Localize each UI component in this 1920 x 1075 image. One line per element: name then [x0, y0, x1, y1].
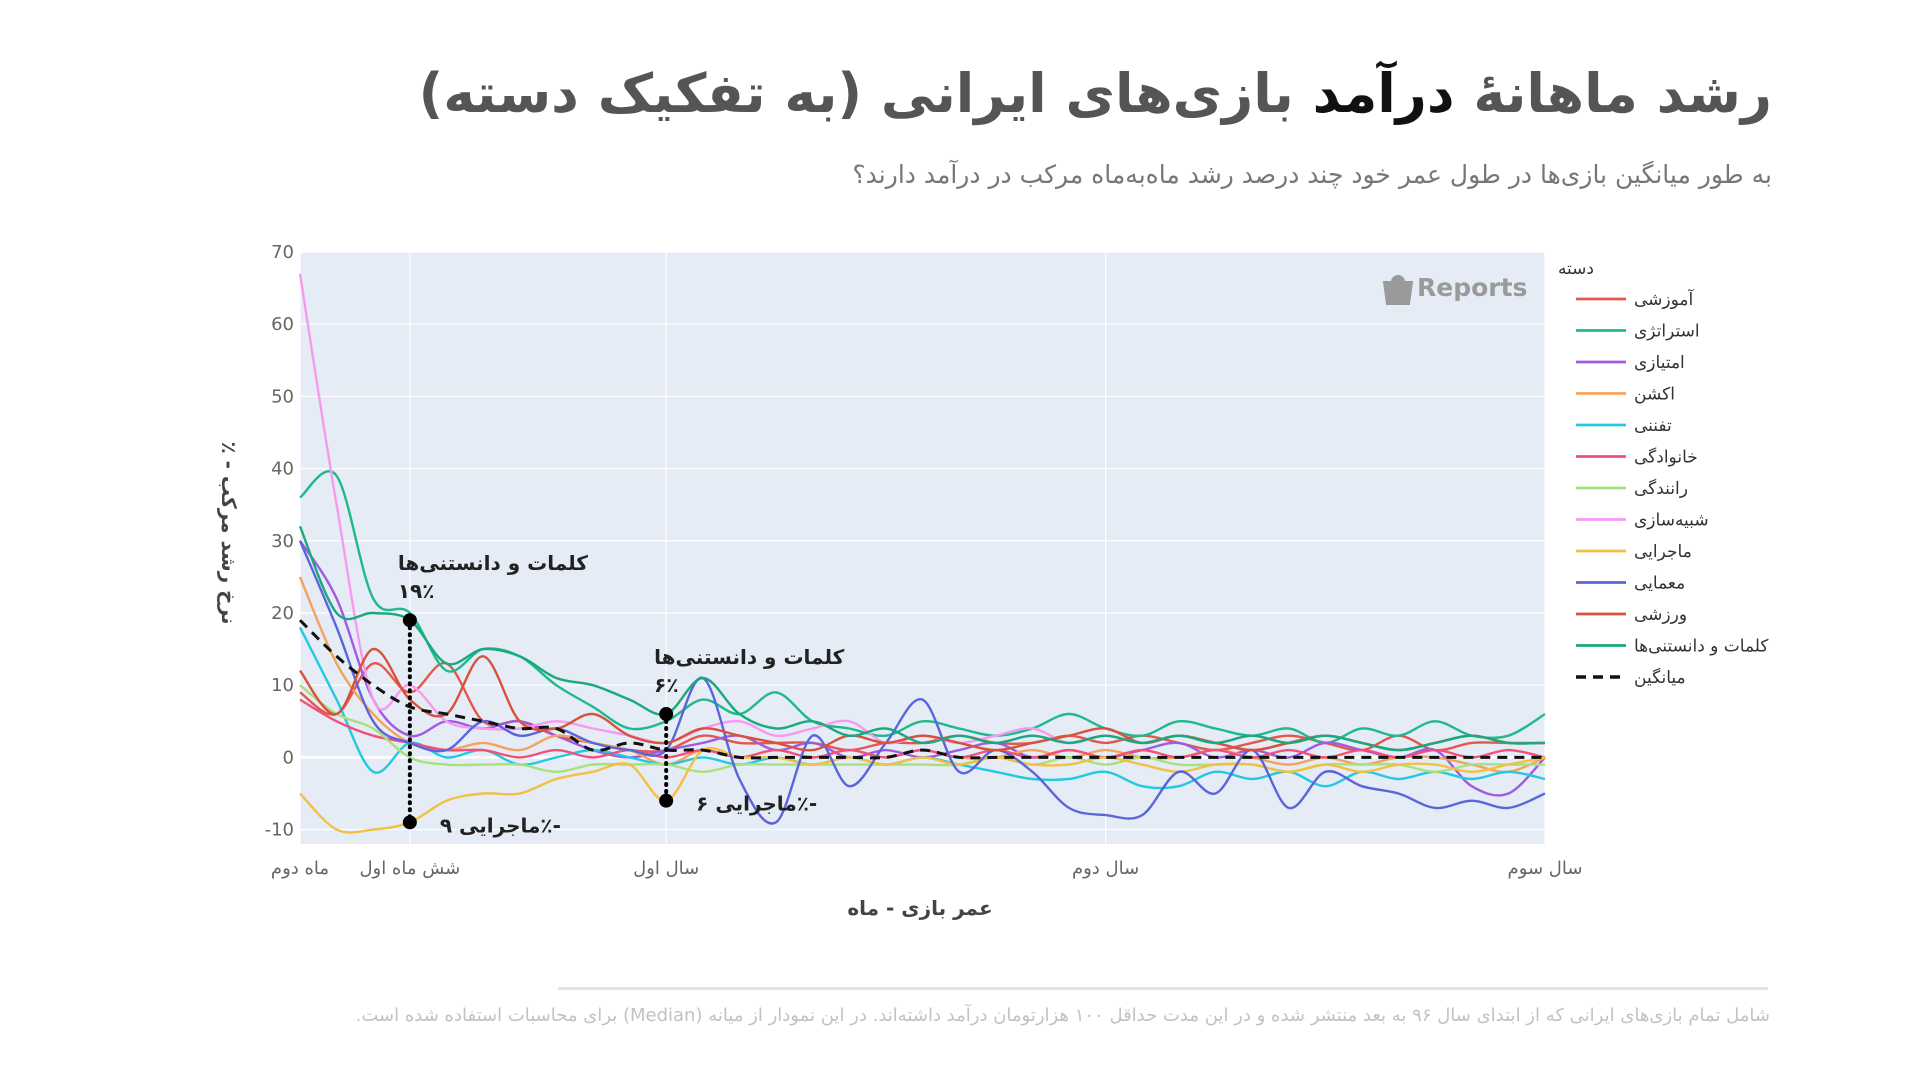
annotation-bottom-label: ماجرایی ۹٪- — [440, 813, 561, 837]
series-line-6 — [299, 684, 1545, 773]
annotation-marker-bottom — [659, 793, 674, 808]
annotation-top-label: کلمات و دانستنی‌ها — [398, 551, 588, 575]
growth-chart: Reports کلمات و دانستنی‌ها ۱۹٪ ماجرایی ۹٪-… — [217, 242, 1769, 920]
footnote: شامل تمام بازی‌های ایرانی که از ابتدای س… — [355, 1005, 1770, 1026]
series-line-11 — [298, 525, 1546, 752]
y-tick-label: -10 — [265, 820, 294, 841]
title-emphasis: درآمد — [1312, 62, 1455, 125]
annotation-marker-top — [659, 707, 674, 722]
y-tick-label: 20 — [271, 603, 294, 624]
legend-item-label: استراتژی — [1634, 322, 1700, 342]
y-tick-label: 40 — [271, 459, 294, 480]
y-axis-ticks: -10 0 10 20 30 40 50 60 70 — [265, 242, 294, 841]
annotation-marker-bottom — [402, 815, 417, 830]
bag-icon — [1382, 275, 1414, 305]
footer-divider — [558, 987, 1768, 990]
annotation-marker-top — [402, 613, 417, 628]
series-line-9 — [298, 540, 1546, 825]
legend-item-label: تفننی — [1634, 416, 1672, 436]
x-axis-ticks: ماه دوم شش ماه اول سال اول سال دوم سال سوم — [271, 858, 1583, 879]
plot-background — [300, 252, 1545, 844]
x-tick-label: سال سوم — [1508, 858, 1583, 879]
page-subtitle: به طور میانگین بازی‌ها در طول عمر خود چن… — [852, 160, 1772, 189]
title-part-1: رشد ماهانهٔ — [1454, 62, 1772, 125]
legend: دسته آموزشی استراتژی امتیازی اکشن تفننی خانواد… — [1558, 259, 1769, 688]
series-line-8 — [299, 746, 1546, 834]
legend-item-label: ورزشی — [1634, 605, 1687, 625]
page-title: رشد ماهانهٔ درآمد بازی‌های ایرانی (به تف… — [419, 62, 1772, 125]
annotation-top-value: ۶٪ — [654, 673, 678, 697]
legend-item-label: اکشن — [1634, 385, 1675, 405]
reports-watermark: Reports — [1382, 273, 1527, 305]
legend-item-label: شبیه‌سازی — [1634, 511, 1709, 531]
y-tick-label: 30 — [271, 531, 294, 552]
title-part-2: بازی‌های ایرانی (به تفکیک دسته) — [418, 62, 1313, 125]
series-lines — [298, 273, 1546, 834]
x-tick-label: شش ماه اول — [359, 858, 460, 879]
legend-item-label: خانوادگی — [1634, 447, 1698, 468]
y-tick-label: 60 — [271, 314, 294, 335]
legend-item-label: میانگین — [1634, 667, 1686, 688]
series-line-12 — [298, 619, 1545, 760]
annotation-top-value: ۱۹٪ — [398, 579, 435, 603]
legend-item-label: آموزشی — [1634, 288, 1695, 310]
x-axis-label: عمر بازی - ماه — [847, 896, 992, 920]
x-tick-label: ماه دوم — [271, 858, 329, 879]
legend-item-label: رانندگی — [1634, 478, 1688, 499]
y-tick-label: 50 — [271, 386, 294, 407]
legend-title: دسته — [1558, 259, 1594, 279]
y-tick-label: 0 — [283, 747, 294, 768]
annotation-top-label: کلمات و دانستنی‌ها — [654, 645, 844, 669]
x-tick-label: سال دوم — [1072, 858, 1139, 879]
legend-item-label: کلمات و دانستنی‌ها — [1634, 637, 1769, 657]
y-tick-label: 10 — [271, 675, 294, 696]
y-axis-label: ٪ - نرخ رشد مرکب — [217, 441, 241, 624]
y-tick-label: 70 — [271, 242, 294, 263]
annotations: کلمات و دانستنی‌ها ۱۹٪ ماجرایی ۹٪- کلمات و … — [398, 551, 845, 837]
watermark-text: Reports — [1417, 273, 1527, 302]
annotation-bottom-label: ماجرایی ۶٪- — [696, 792, 817, 816]
legend-item-label: معمایی — [1634, 574, 1685, 594]
legend-item-label: ماجرایی — [1634, 542, 1692, 562]
legend-item-label: امتیازی — [1634, 353, 1685, 373]
x-tick-label: سال اول — [633, 858, 699, 879]
